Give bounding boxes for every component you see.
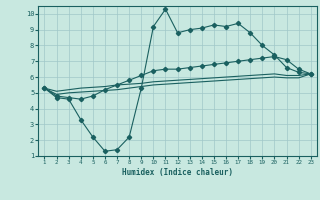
X-axis label: Humidex (Indice chaleur): Humidex (Indice chaleur)	[122, 168, 233, 177]
